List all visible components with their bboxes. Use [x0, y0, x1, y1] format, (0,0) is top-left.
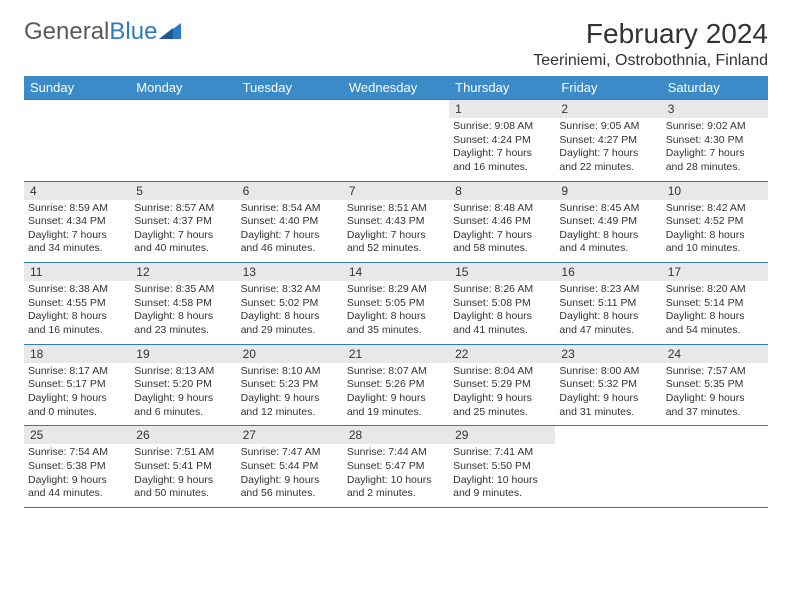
day-number-cell: 4 [24, 181, 130, 200]
location: Teeriniemi, Ostrobothnia, Finland [533, 52, 768, 70]
day-number-cell: 24 [662, 344, 768, 363]
day-detail-cell: Sunrise: 8:32 AMSunset: 5:02 PMDaylight:… [237, 281, 343, 344]
day-detail-cell: Sunrise: 7:47 AMSunset: 5:44 PMDaylight:… [237, 444, 343, 507]
day-detail-cell: Sunrise: 7:44 AMSunset: 5:47 PMDaylight:… [343, 444, 449, 507]
day-number-cell: 27 [237, 426, 343, 445]
day-detail-cell: Sunrise: 8:29 AMSunset: 5:05 PMDaylight:… [343, 281, 449, 344]
day-number-cell [24, 100, 130, 119]
day-detail-cell: Sunrise: 8:48 AMSunset: 4:46 PMDaylight:… [449, 200, 555, 263]
day-number-cell [237, 100, 343, 119]
day-number-cell: 6 [237, 181, 343, 200]
day-detail-cell: Sunrise: 7:57 AMSunset: 5:35 PMDaylight:… [662, 363, 768, 426]
day-detail-cell: Sunrise: 8:07 AMSunset: 5:26 PMDaylight:… [343, 363, 449, 426]
day-detail-cell: Sunrise: 7:51 AMSunset: 5:41 PMDaylight:… [130, 444, 236, 507]
day-number-cell [130, 100, 236, 119]
logo: GeneralBlue [24, 18, 181, 46]
day-detail-cell: Sunrise: 7:41 AMSunset: 5:50 PMDaylight:… [449, 444, 555, 507]
day-number-cell: 28 [343, 426, 449, 445]
day-detail-cell [662, 444, 768, 507]
day-detail-cell: Sunrise: 8:20 AMSunset: 5:14 PMDaylight:… [662, 281, 768, 344]
day-detail-cell [555, 444, 661, 507]
day-number-cell: 19 [130, 344, 236, 363]
day-detail-cell [237, 118, 343, 181]
day-detail-cell: Sunrise: 7:54 AMSunset: 5:38 PMDaylight:… [24, 444, 130, 507]
day-number-cell: 12 [130, 263, 236, 282]
day-header: Thursday [449, 76, 555, 100]
day-number-cell: 1 [449, 100, 555, 119]
day-number-cell [343, 100, 449, 119]
day-detail-cell: Sunrise: 8:17 AMSunset: 5:17 PMDaylight:… [24, 363, 130, 426]
day-detail-cell: Sunrise: 8:45 AMSunset: 4:49 PMDaylight:… [555, 200, 661, 263]
day-number-cell: 29 [449, 426, 555, 445]
day-detail-cell: Sunrise: 8:42 AMSunset: 4:52 PMDaylight:… [662, 200, 768, 263]
day-number-cell: 14 [343, 263, 449, 282]
logo-icon [159, 18, 181, 46]
day-header: Saturday [662, 76, 768, 100]
day-number-cell: 3 [662, 100, 768, 119]
day-detail-cell: Sunrise: 8:38 AMSunset: 4:55 PMDaylight:… [24, 281, 130, 344]
day-number-cell: 15 [449, 263, 555, 282]
day-number-cell: 22 [449, 344, 555, 363]
day-header: Sunday [24, 76, 130, 100]
day-number-cell: 21 [343, 344, 449, 363]
day-header: Tuesday [237, 76, 343, 100]
day-number-cell: 26 [130, 426, 236, 445]
day-detail-cell: Sunrise: 8:10 AMSunset: 5:23 PMDaylight:… [237, 363, 343, 426]
day-detail-cell: Sunrise: 8:51 AMSunset: 4:43 PMDaylight:… [343, 200, 449, 263]
day-detail-cell: Sunrise: 8:35 AMSunset: 4:58 PMDaylight:… [130, 281, 236, 344]
day-number-cell: 23 [555, 344, 661, 363]
day-detail-cell: Sunrise: 9:08 AMSunset: 4:24 PMDaylight:… [449, 118, 555, 181]
day-detail-cell: Sunrise: 9:02 AMSunset: 4:30 PMDaylight:… [662, 118, 768, 181]
day-number-cell: 9 [555, 181, 661, 200]
day-number-cell: 10 [662, 181, 768, 200]
day-detail-cell: Sunrise: 8:59 AMSunset: 4:34 PMDaylight:… [24, 200, 130, 263]
day-header: Wednesday [343, 76, 449, 100]
month-title: February 2024 [533, 18, 768, 50]
day-detail-cell: Sunrise: 8:04 AMSunset: 5:29 PMDaylight:… [449, 363, 555, 426]
day-detail-cell: Sunrise: 8:57 AMSunset: 4:37 PMDaylight:… [130, 200, 236, 263]
day-header: Friday [555, 76, 661, 100]
day-detail-cell: Sunrise: 9:05 AMSunset: 4:27 PMDaylight:… [555, 118, 661, 181]
day-number-cell: 5 [130, 181, 236, 200]
day-number-cell: 2 [555, 100, 661, 119]
day-detail-cell: Sunrise: 8:23 AMSunset: 5:11 PMDaylight:… [555, 281, 661, 344]
day-detail-cell: Sunrise: 8:13 AMSunset: 5:20 PMDaylight:… [130, 363, 236, 426]
calendar-table: SundayMondayTuesdayWednesdayThursdayFrid… [24, 76, 768, 508]
day-header: Monday [130, 76, 236, 100]
day-number-cell: 20 [237, 344, 343, 363]
day-number-cell: 11 [24, 263, 130, 282]
day-number-cell: 17 [662, 263, 768, 282]
logo-text-blue: Blue [109, 18, 157, 46]
logo-text-general: General [24, 18, 109, 46]
day-detail-cell: Sunrise: 8:26 AMSunset: 5:08 PMDaylight:… [449, 281, 555, 344]
day-number-cell [662, 426, 768, 445]
day-detail-cell [130, 118, 236, 181]
day-number-cell: 25 [24, 426, 130, 445]
day-number-cell: 8 [449, 181, 555, 200]
day-detail-cell [343, 118, 449, 181]
day-number-cell [555, 426, 661, 445]
day-number-cell: 13 [237, 263, 343, 282]
day-detail-cell [24, 118, 130, 181]
day-number-cell: 16 [555, 263, 661, 282]
day-detail-cell: Sunrise: 8:54 AMSunset: 4:40 PMDaylight:… [237, 200, 343, 263]
day-detail-cell: Sunrise: 8:00 AMSunset: 5:32 PMDaylight:… [555, 363, 661, 426]
day-number-cell: 18 [24, 344, 130, 363]
day-number-cell: 7 [343, 181, 449, 200]
